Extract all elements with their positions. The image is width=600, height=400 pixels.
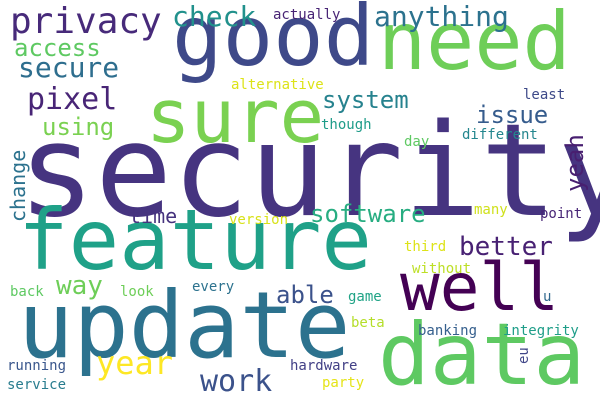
cloud-word: software bbox=[310, 200, 426, 228]
cloud-word: change bbox=[6, 149, 30, 222]
cloud-word: time bbox=[129, 204, 178, 228]
cloud-word: using bbox=[42, 113, 115, 141]
cloud-word: privacy bbox=[10, 1, 162, 42]
cloud-word: alternative bbox=[231, 77, 324, 93]
cloud-word: update bbox=[18, 272, 351, 379]
cloud-word: sure bbox=[146, 74, 325, 160]
cloud-word: many bbox=[474, 202, 508, 218]
cloud-word: look bbox=[120, 284, 154, 300]
cloud-word: eu bbox=[516, 347, 532, 364]
cloud-word: though bbox=[321, 117, 372, 133]
cloud-word: game bbox=[348, 289, 382, 305]
cloud-word: point bbox=[540, 206, 583, 222]
cloud-word: every bbox=[192, 279, 235, 295]
cloud-word: feature bbox=[18, 191, 373, 289]
cloud-word: pixel bbox=[27, 82, 118, 117]
cloud-word: well bbox=[400, 249, 559, 326]
cloud-word: check bbox=[172, 0, 257, 33]
cloud-word: need bbox=[378, 0, 571, 88]
cloud-word: data bbox=[378, 305, 586, 400]
cloud-word: running bbox=[7, 358, 67, 374]
cloud-word: system bbox=[322, 86, 409, 114]
cloud-word: year bbox=[96, 344, 174, 382]
cloud-word: better bbox=[459, 232, 553, 262]
cloud-word: hardware bbox=[290, 358, 358, 374]
cloud-word: secure bbox=[18, 51, 120, 84]
cloud-word: party bbox=[322, 375, 365, 391]
cloud-word: integrity bbox=[503, 323, 579, 339]
cloud-word: without bbox=[412, 261, 472, 277]
cloud-word: back bbox=[10, 284, 44, 300]
cloud-word: way bbox=[56, 271, 103, 301]
cloud-word: able bbox=[276, 281, 334, 309]
cloud-word: different bbox=[462, 127, 538, 143]
cloud-word: banking bbox=[418, 323, 478, 339]
cloud-word: actually bbox=[273, 7, 341, 23]
cloud-word: version bbox=[229, 212, 289, 228]
cloud-word: security bbox=[18, 97, 600, 246]
cloud-word: third bbox=[404, 239, 447, 255]
cloud-word: u bbox=[543, 289, 552, 305]
cloud-word: least bbox=[523, 87, 566, 103]
cloud-word: access bbox=[14, 34, 101, 62]
cloud-word: beta bbox=[351, 315, 385, 331]
cloud-word: service bbox=[7, 377, 67, 393]
cloud-word: day bbox=[404, 134, 430, 150]
cloud-word: issue bbox=[476, 101, 549, 129]
cloud-word: work bbox=[200, 364, 273, 399]
cloud-word: anything bbox=[374, 0, 509, 33]
cloud-word: good bbox=[172, 0, 375, 85]
cloud-word: yeah bbox=[561, 134, 589, 192]
